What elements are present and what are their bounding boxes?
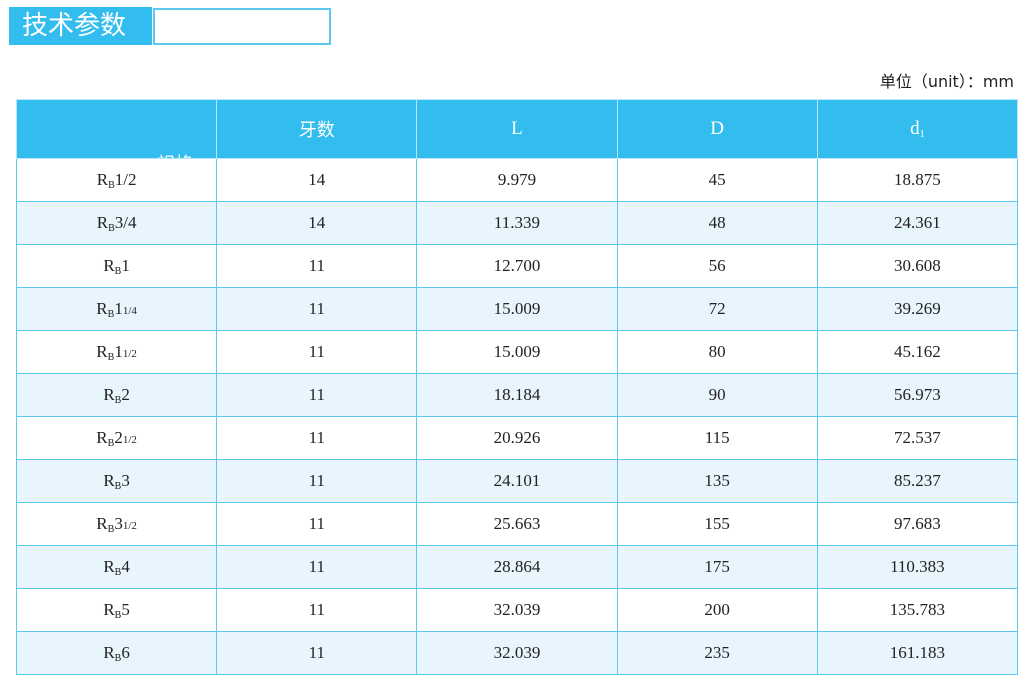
- cell-d1: 45.162: [816, 330, 1019, 374]
- header-row: 规格 牙数 L D d1: [15, 99, 1019, 159]
- cell-L: 25.663: [416, 502, 618, 546]
- cell-spec: RB3: [15, 459, 218, 503]
- cell-d1: 161.183: [816, 631, 1019, 675]
- cell-spec: RB5: [15, 588, 218, 632]
- cell-spec: RB31/2: [15, 502, 218, 546]
- cell-L: 11.339: [416, 201, 618, 245]
- table-row: RB3/4 14 11.339 48 24.361: [15, 201, 1019, 245]
- cell-teeth: 11: [216, 545, 418, 589]
- cell-L: 9.979: [416, 158, 618, 202]
- header-D: D: [616, 99, 818, 159]
- cell-spec: RB11/2: [15, 330, 218, 374]
- cell-D: 235: [616, 631, 818, 675]
- cell-D: 45: [616, 158, 818, 202]
- cell-D: 56: [616, 244, 818, 288]
- cell-D: 135: [616, 459, 818, 503]
- cell-teeth: 11: [216, 416, 418, 460]
- section-title: 技术参数: [9, 7, 152, 45]
- cell-spec: RB1: [15, 244, 218, 288]
- cell-teeth: 11: [216, 287, 418, 331]
- title-box: [153, 8, 331, 45]
- cell-L: 20.926: [416, 416, 618, 460]
- cell-spec: RB2: [15, 373, 218, 417]
- table-row: RB21/2 11 20.926 115 72.537: [15, 416, 1019, 460]
- unit-label: 单位（unit）：mm: [879, 72, 1014, 91]
- cell-teeth: 11: [216, 373, 418, 417]
- header-teeth: 牙数: [216, 99, 418, 159]
- cell-L: 15.009: [416, 287, 618, 331]
- parameter-table: 规格 牙数 L D d1 RB1/2 14 9.979 45 18.875RB3…: [15, 99, 1019, 675]
- cell-d1: 24.361: [816, 201, 1019, 245]
- cell-L: 32.039: [416, 588, 618, 632]
- cell-L: 28.864: [416, 545, 618, 589]
- cell-teeth: 11: [216, 502, 418, 546]
- cell-L: 18.184: [416, 373, 618, 417]
- header-d1: d1: [816, 99, 1019, 159]
- cell-L: 15.009: [416, 330, 618, 374]
- cell-teeth: 11: [216, 588, 418, 632]
- cell-d1: 18.875: [816, 158, 1019, 202]
- cell-spec: RB1/2: [15, 158, 218, 202]
- cell-D: 80: [616, 330, 818, 374]
- cell-teeth: 11: [216, 631, 418, 675]
- cell-D: 175: [616, 545, 818, 589]
- cell-d1: 56.973: [816, 373, 1019, 417]
- cell-d1: 85.237: [816, 459, 1019, 503]
- table-row: RB11/4 11 15.009 72 39.269: [15, 287, 1019, 331]
- cell-teeth: 14: [216, 201, 418, 245]
- cell-spec: RB11/4: [15, 287, 218, 331]
- cell-spec: RB6: [15, 631, 218, 675]
- header-L: L: [416, 99, 618, 159]
- table-row: RB6 11 32.039 235 161.183: [15, 631, 1019, 675]
- table-row: RB1/2 14 9.979 45 18.875: [15, 158, 1019, 202]
- table-row: RB2 11 18.184 90 56.973: [15, 373, 1019, 417]
- cell-teeth: 14: [216, 158, 418, 202]
- table-row: RB4 11 28.864 175 110.383: [15, 545, 1019, 589]
- cell-L: 32.039: [416, 631, 618, 675]
- cell-D: 48: [616, 201, 818, 245]
- cell-spec: RB3/4: [15, 201, 218, 245]
- cell-L: 12.700: [416, 244, 618, 288]
- table-row: RB3 11 24.101 135 85.237: [15, 459, 1019, 503]
- cell-spec: RB21/2: [15, 416, 218, 460]
- cell-teeth: 11: [216, 459, 418, 503]
- table-row: RB11/2 11 15.009 80 45.162: [15, 330, 1019, 374]
- cell-d1: 97.683: [816, 502, 1019, 546]
- cell-teeth: 11: [216, 244, 418, 288]
- table-row: RB1 11 12.700 56 30.608: [15, 244, 1019, 288]
- header-spec: 规格: [15, 99, 218, 159]
- cell-d1: 135.783: [816, 588, 1019, 632]
- cell-d1: 72.537: [816, 416, 1019, 460]
- cell-D: 155: [616, 502, 818, 546]
- cell-D: 72: [616, 287, 818, 331]
- cell-D: 200: [616, 588, 818, 632]
- cell-teeth: 11: [216, 330, 418, 374]
- table-row: RB5 11 32.039 200 135.783: [15, 588, 1019, 632]
- cell-d1: 110.383: [816, 545, 1019, 589]
- cell-d1: 30.608: [816, 244, 1019, 288]
- cell-L: 24.101: [416, 459, 618, 503]
- table-row: RB31/2 11 25.663 155 97.683: [15, 502, 1019, 546]
- cell-D: 90: [616, 373, 818, 417]
- cell-D: 115: [616, 416, 818, 460]
- cell-spec: RB4: [15, 545, 218, 589]
- cell-d1: 39.269: [816, 287, 1019, 331]
